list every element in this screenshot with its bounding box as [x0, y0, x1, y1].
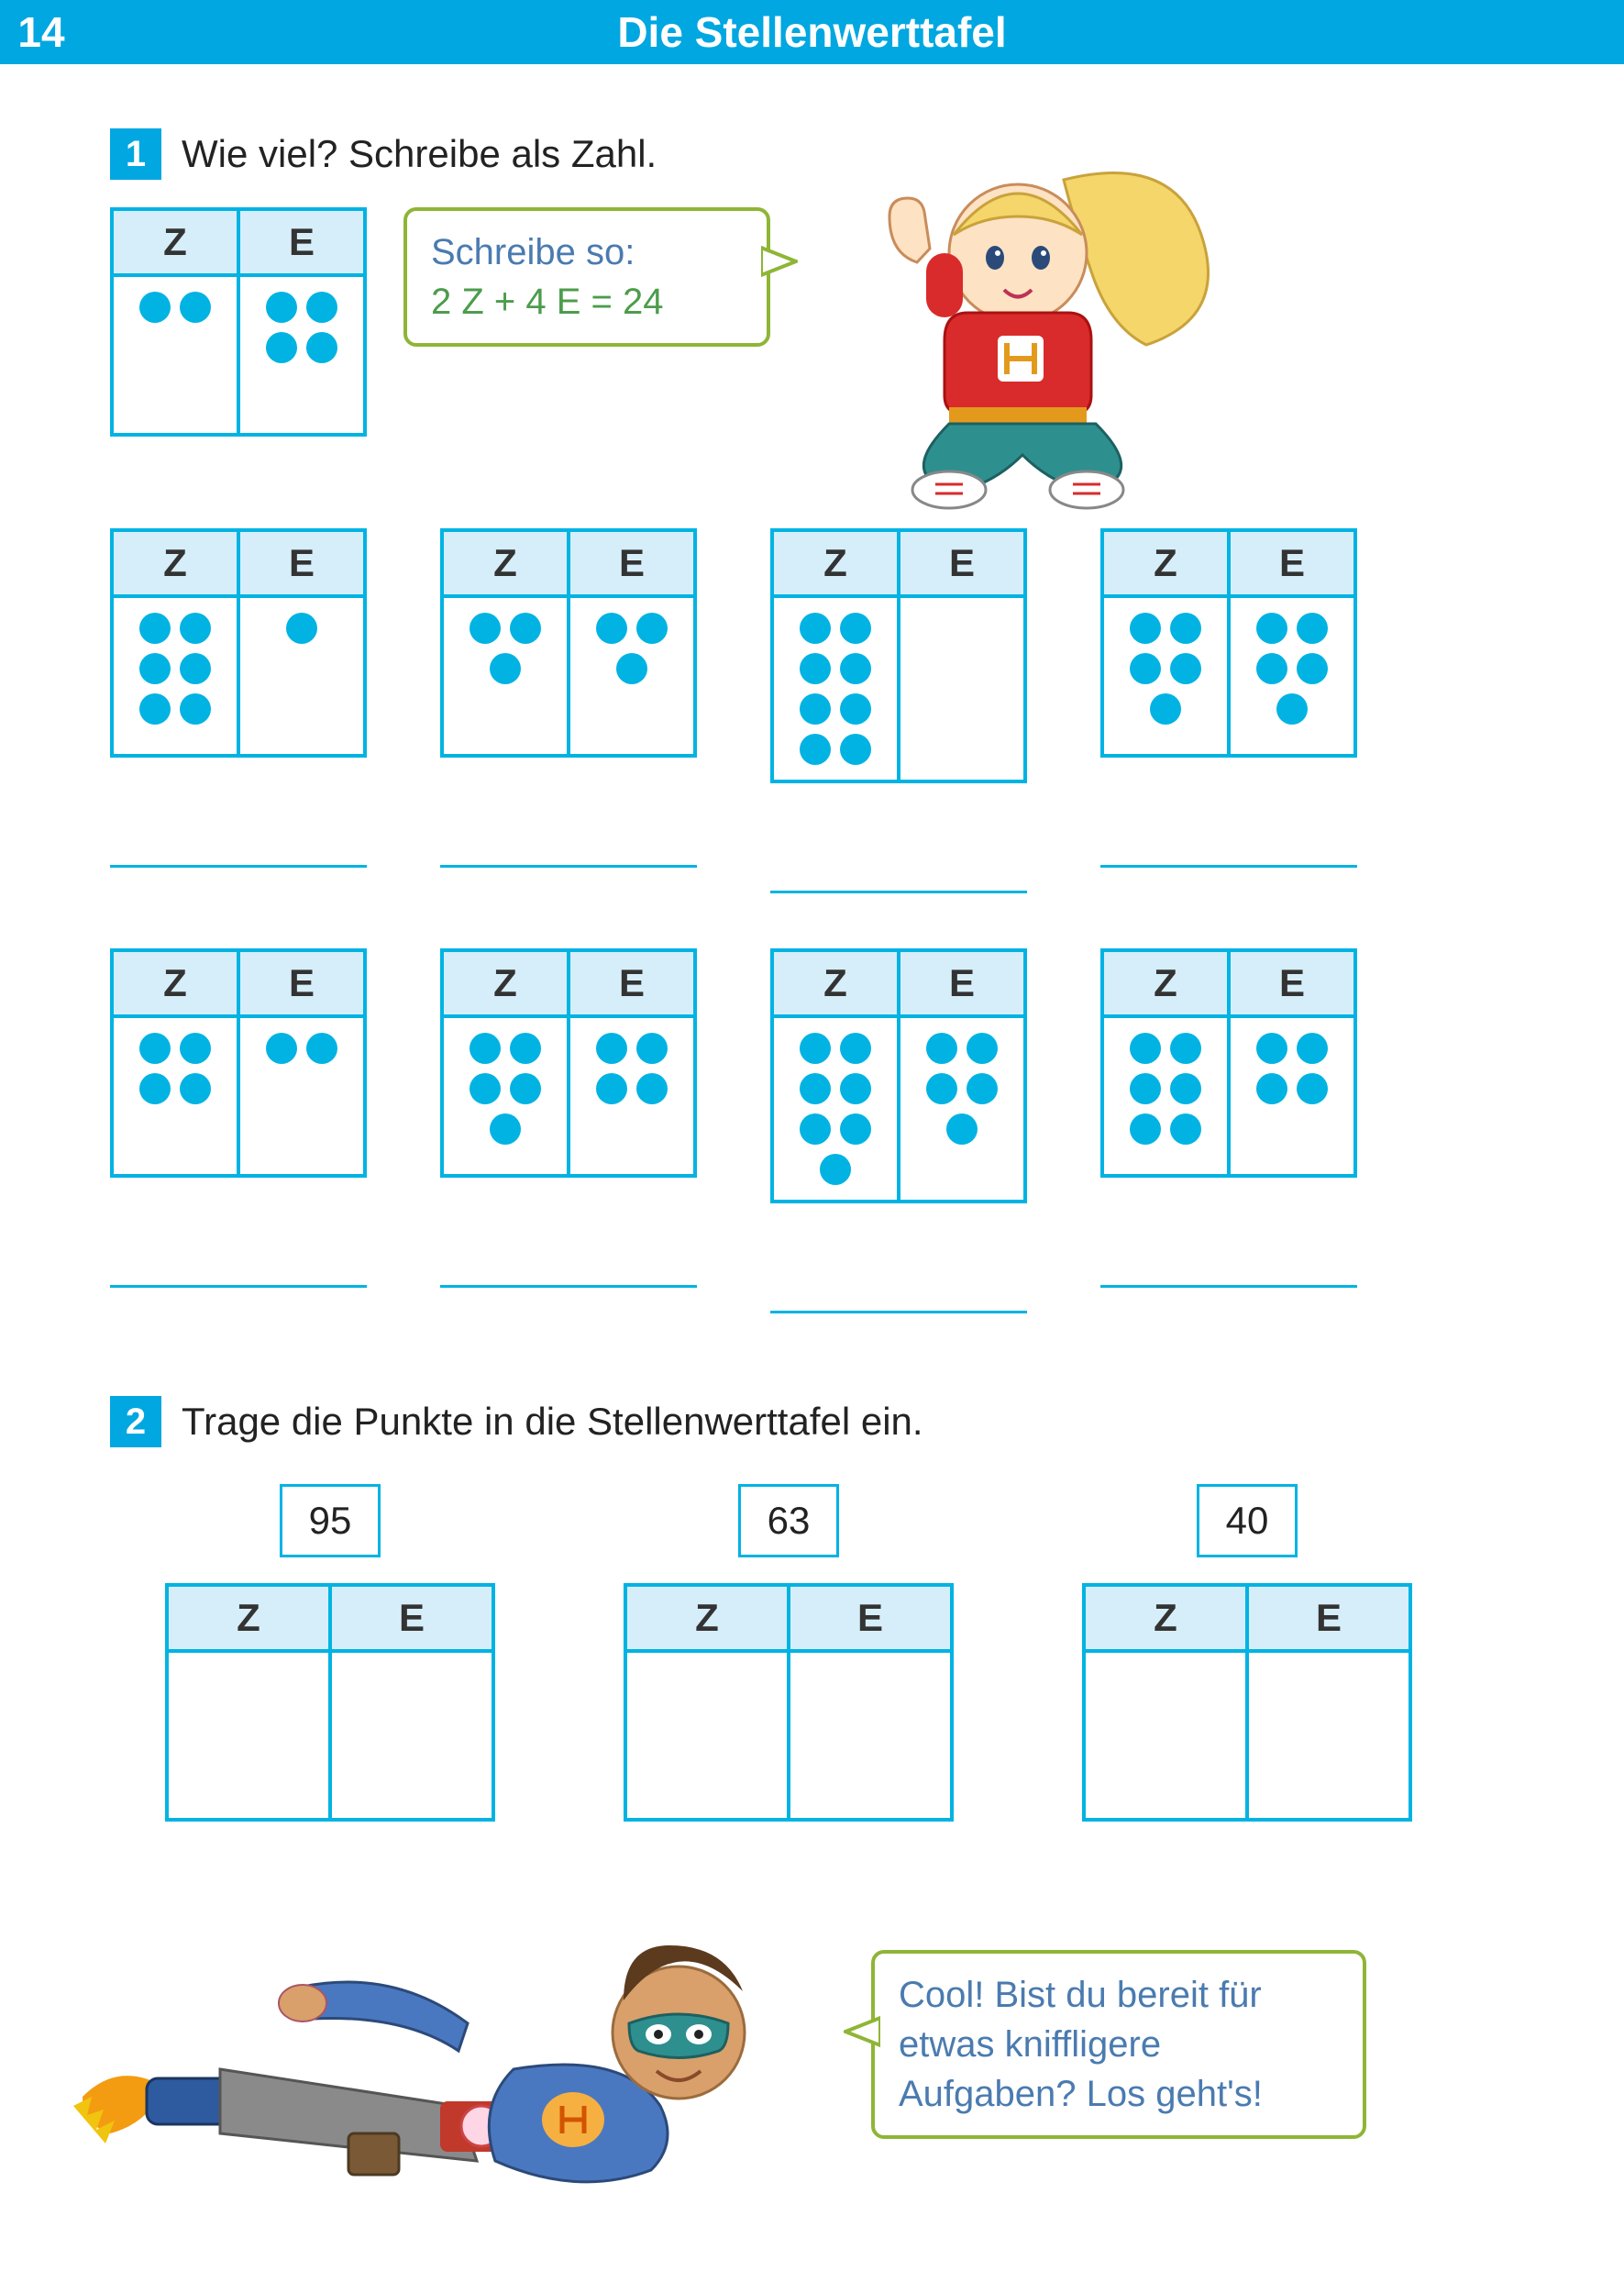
task1-row1: ZEZEZEZE [110, 528, 1514, 893]
pv-header-e: E [240, 211, 363, 273]
pv-card: ZE [624, 1583, 954, 1822]
task1-heading: 1 Wie viel? Schreibe als Zahl. [110, 128, 1514, 180]
pv-header-e: E [900, 532, 1023, 594]
task1-text: Wie viel? Schreibe als Zahl. [182, 132, 657, 176]
pv-header-z: Z [444, 532, 570, 594]
number-box: 40 [1197, 1484, 1298, 1557]
pv-card: ZE [1100, 528, 1357, 893]
answer-line[interactable] [1100, 785, 1357, 868]
pv-card: ZE [1100, 948, 1357, 1313]
bubble-line1: Schreibe so: [431, 227, 743, 277]
pv-header-z: Z [114, 532, 240, 594]
pv-header-e: E [240, 952, 363, 1014]
task2-heading: 2 Trage die Punkte in die Stellenwerttaf… [110, 1396, 1514, 1447]
task2-row: 95ZE63ZE40ZE [110, 1484, 1514, 1822]
pv-header-z: Z [114, 952, 240, 1014]
ex2-card: 63 ZE [624, 1484, 954, 1822]
task2-speech-bubble: Cool! Bist du bereit für etwas knifflige… [871, 1950, 1366, 2139]
task2-text: Trage die Punkte in die Stellenwerttafel… [182, 1400, 923, 1444]
pv-header-z: Z [627, 1587, 790, 1649]
pv-card: ZE [770, 528, 1027, 893]
girl-character-icon [789, 143, 1229, 510]
pv-card: ZE [165, 1583, 495, 1822]
pv-header-e: E [570, 952, 693, 1014]
pv-header-e: E [1231, 952, 1353, 1014]
pv-header-e: E [570, 532, 693, 594]
task2-number: 2 [110, 1396, 161, 1447]
pv-header-z: Z [774, 952, 900, 1014]
pv-card: ZE [110, 528, 367, 893]
page-header: 14 Die Stellenwerttafel [0, 0, 1624, 64]
pv-card: ZE [1082, 1583, 1412, 1822]
page-title: Die Stellenwerttafel [83, 7, 1624, 57]
answer-line[interactable] [440, 785, 697, 868]
bubble-line2: 2 Z + 4 E = 24 [431, 277, 743, 327]
pv-header-z: Z [1104, 532, 1231, 594]
bubble-tail-icon [844, 2009, 880, 2055]
page-number: 14 [0, 7, 83, 57]
pv-header-z: Z [169, 1587, 332, 1649]
pv-card: ZE [770, 948, 1027, 1313]
pv-header-e: E [1249, 1587, 1409, 1649]
pv-header-z: Z [114, 211, 240, 273]
pv-card: ZE [110, 948, 367, 1313]
pv-card: ZE [440, 528, 697, 893]
task2-bubble-text: Cool! Bist du bereit für etwas knifflige… [899, 1975, 1263, 2114]
pv-header-z: Z [444, 952, 570, 1014]
ex2-card: 40 ZE [1082, 1484, 1412, 1822]
pv-header-z: Z [1086, 1587, 1249, 1649]
ex2-card: 95 ZE [165, 1484, 495, 1822]
answer-line[interactable] [770, 1231, 1027, 1313]
answer-line[interactable] [110, 785, 367, 868]
number-box: 95 [280, 1484, 381, 1557]
pv-header-e: E [1231, 532, 1353, 594]
pv-header-z: Z [1104, 952, 1231, 1014]
pv-header-e: E [240, 532, 363, 594]
answer-line[interactable] [110, 1205, 367, 1288]
bubble-tail-icon [761, 238, 798, 284]
pv-header-e: E [900, 952, 1023, 1014]
pv-header-e: E [332, 1587, 492, 1649]
boy-character-icon [73, 1913, 825, 2225]
task1-speech-bubble: Schreibe so: 2 Z + 4 E = 24 [403, 207, 770, 347]
answer-line[interactable] [770, 811, 1027, 893]
answer-line[interactable] [440, 1205, 697, 1288]
pv-header-e: E [790, 1587, 950, 1649]
pv-example: Z E [110, 207, 367, 437]
answer-line[interactable] [1100, 1205, 1357, 1288]
pv-header-z: Z [774, 532, 900, 594]
pv-card: ZE [440, 948, 697, 1313]
task1-number: 1 [110, 128, 161, 180]
task1-row2: ZEZEZEZE [110, 948, 1514, 1313]
number-box: 63 [738, 1484, 839, 1557]
